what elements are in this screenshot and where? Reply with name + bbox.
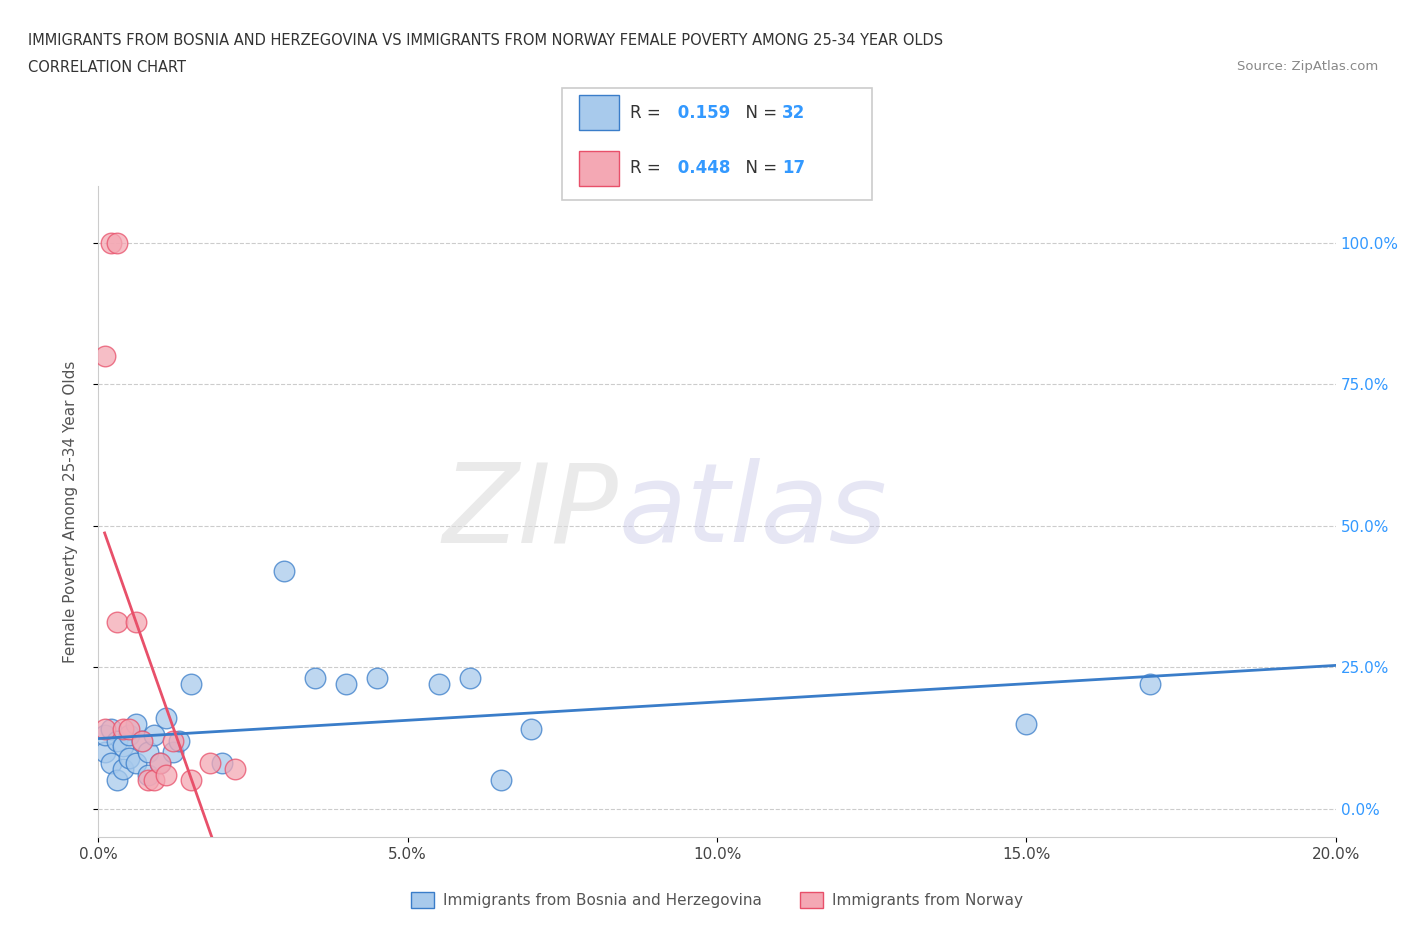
Point (93, 722, 115, 737)
Point (105, 235, 128, 250)
Point (162, 745, 184, 760)
Point (124, 615, 146, 630)
Point (458, 671, 481, 686)
Point (335, 677, 357, 692)
Point (143, 773, 166, 788)
Point (100, 235, 122, 250)
Point (105, 773, 128, 788)
Point (118, 751, 141, 765)
Point (118, 727, 141, 742)
Point (124, 716, 146, 731)
Point (273, 564, 295, 578)
Point (100, 722, 122, 737)
Point (143, 727, 166, 742)
Point (93, 745, 115, 760)
Point (167, 734, 190, 749)
Point (100, 756, 122, 771)
Text: N =: N = (735, 103, 783, 122)
Point (105, 734, 128, 749)
Point (112, 722, 135, 737)
Text: 17: 17 (782, 159, 804, 178)
Point (131, 734, 153, 749)
Point (155, 711, 177, 725)
Point (118, 722, 141, 737)
Text: 0.159: 0.159 (672, 103, 730, 122)
Text: Source: ZipAtlas.com: Source: ZipAtlas.com (1237, 60, 1378, 73)
Point (180, 677, 202, 692)
Text: R =: R = (630, 103, 666, 122)
Point (1015, 716, 1038, 731)
Point (162, 734, 184, 749)
Point (105, 615, 128, 630)
Point (366, 671, 388, 686)
Point (427, 677, 450, 692)
Text: ZIP: ZIP (443, 458, 619, 565)
Text: atlas: atlas (619, 458, 887, 565)
Point (136, 767, 159, 782)
Point (93, 349, 115, 364)
Point (131, 734, 153, 749)
Text: 0.448: 0.448 (672, 159, 731, 178)
Point (149, 756, 172, 771)
Point (211, 756, 233, 771)
Text: 32: 32 (782, 103, 806, 122)
Point (155, 767, 177, 782)
Text: N =: N = (735, 159, 783, 178)
Text: CORRELATION CHART: CORRELATION CHART (28, 60, 186, 75)
Text: R =: R = (630, 159, 666, 178)
Point (180, 773, 202, 788)
Point (304, 671, 326, 686)
Point (198, 756, 221, 771)
Point (224, 762, 246, 777)
Legend: Immigrants from Bosnia and Herzegovina, Immigrants from Norway: Immigrants from Bosnia and Herzegovina, … (405, 885, 1029, 914)
Point (1139, 677, 1161, 692)
Point (124, 756, 146, 771)
Point (520, 722, 543, 737)
Y-axis label: Female Poverty Among 25-34 Year Olds: Female Poverty Among 25-34 Year Olds (63, 360, 77, 663)
Point (149, 756, 172, 771)
Point (112, 762, 135, 777)
Point (136, 745, 159, 760)
Point (112, 739, 135, 754)
Point (93, 727, 115, 742)
Text: IMMIGRANTS FROM BOSNIA AND HERZEGOVINA VS IMMIGRANTS FROM NORWAY FEMALE POVERTY : IMMIGRANTS FROM BOSNIA AND HERZEGOVINA V… (28, 33, 943, 47)
Point (489, 773, 512, 788)
Point (136, 773, 159, 788)
